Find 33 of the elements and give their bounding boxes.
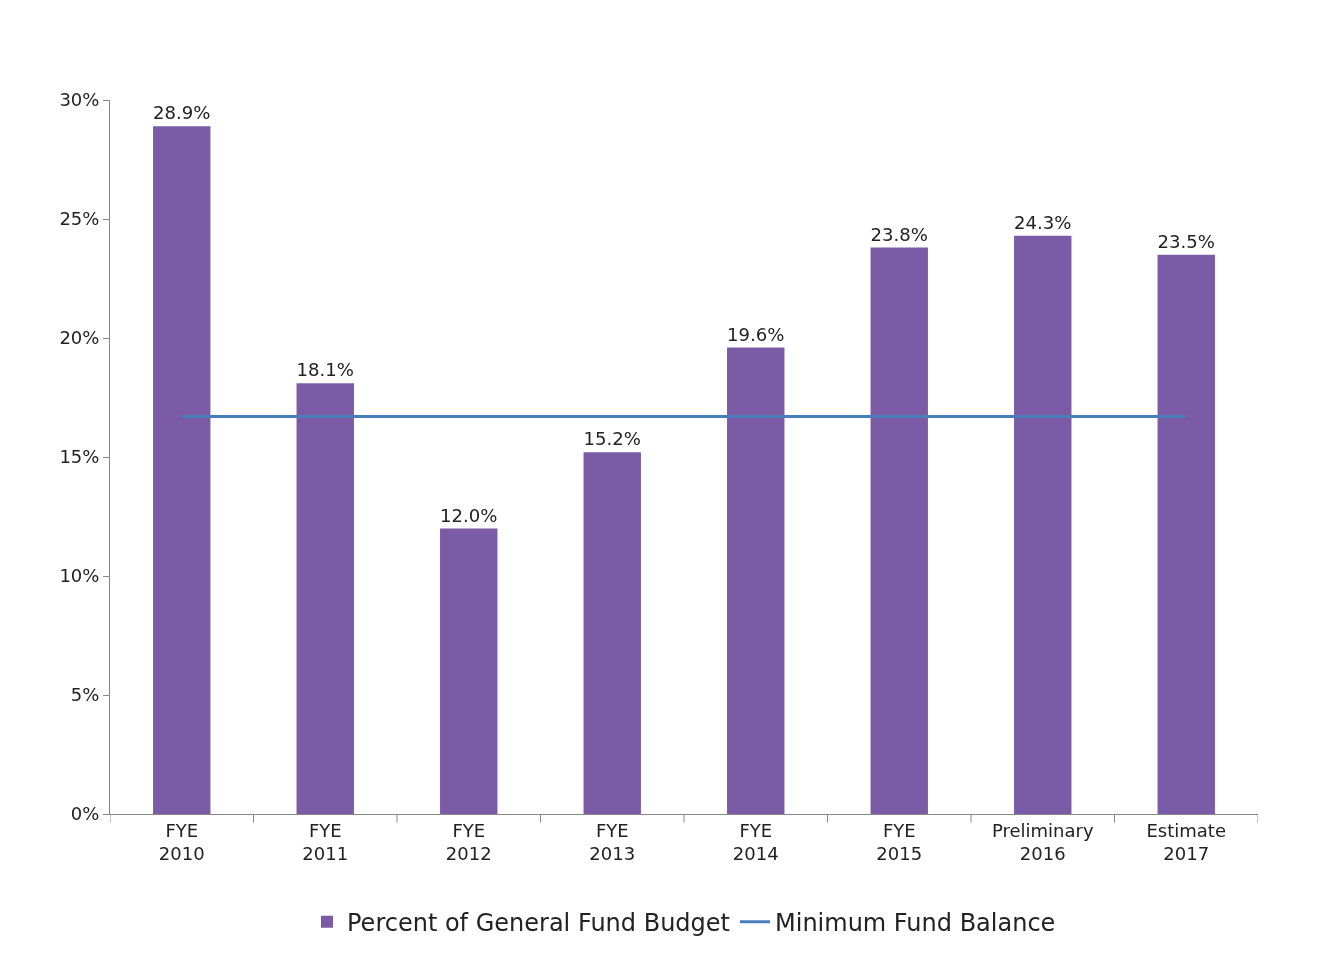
x-tick-label: FYE 2013: [589, 819, 636, 864]
y-tick-label: 30%: [59, 89, 100, 111]
y-tick-label: 25%: [59, 208, 100, 230]
bar: [153, 126, 211, 814]
y-tick-label: 20%: [59, 327, 100, 349]
y-tick-label: 0%: [70, 803, 100, 825]
data-label: 19.6%: [727, 323, 785, 345]
legend-label: Minimum Fund Balance: [775, 909, 1056, 938]
x-tick-label: Estimate 2017: [1146, 819, 1227, 864]
y-tick-label: 15%: [59, 446, 100, 468]
data-label: 24.3%: [1014, 211, 1072, 233]
bar: [870, 247, 928, 814]
bar: [583, 452, 641, 814]
data-label: 12.0%: [440, 504, 498, 526]
data-label: 18.1%: [296, 359, 354, 381]
data-label: 15.2%: [583, 428, 641, 450]
bar: [727, 347, 785, 814]
y-tick-label: 10%: [59, 565, 100, 587]
data-label: 23.8%: [870, 223, 928, 245]
bar: [440, 528, 498, 814]
data-label: 28.9%: [153, 102, 211, 124]
y-tick-label: 5%: [70, 684, 100, 706]
x-tick-label: FYE 2015: [876, 819, 923, 864]
x-tick-label: FYE 2012: [445, 819, 492, 864]
x-tick-label: FYE 2010: [158, 819, 205, 864]
bar: [1014, 235, 1072, 814]
data-label: 23.5%: [1157, 230, 1215, 252]
x-tick-label: FYE 2014: [732, 819, 779, 864]
x-tick-label: Preliminary 2016: [991, 819, 1094, 864]
x-tick-label: FYE 2011: [302, 819, 349, 864]
legend-label: Percent of General Fund Budget: [347, 909, 731, 938]
bar: [1157, 254, 1215, 814]
bar: [296, 383, 354, 814]
